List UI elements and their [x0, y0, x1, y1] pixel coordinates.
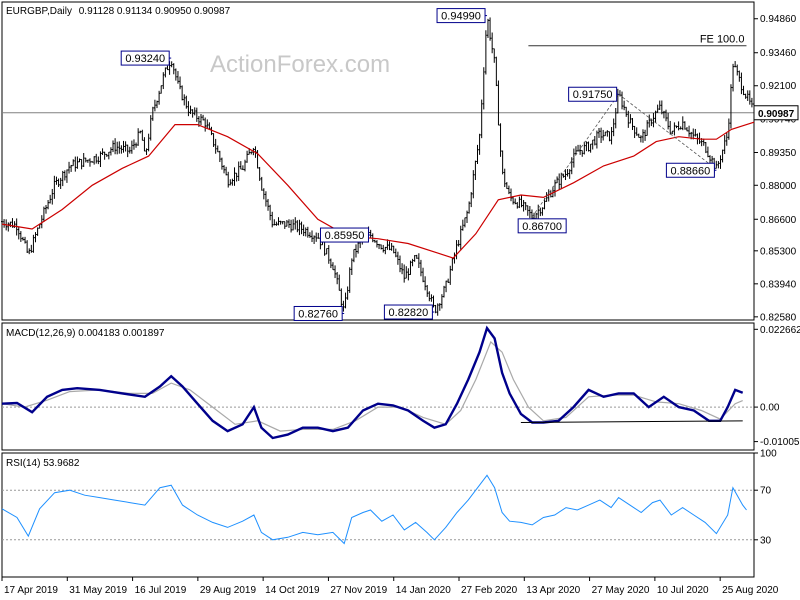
callout-box [436, 8, 486, 24]
projection-dashed-line [531, 94, 619, 218]
callout-label: 0.82820 [389, 307, 429, 319]
axis-layer: 0.948600.934600.921000.907400.893500.880… [1, 14, 800, 596]
x-tick-label: 29 Aug 2019 [200, 585, 257, 596]
price-y-tick-label: 0.92100 [760, 81, 797, 92]
x-tick-label: 17 Apr 2019 [4, 585, 58, 596]
x-tick-label: 14 Jan 2020 [396, 585, 451, 596]
price-y-tick-label: 0.89350 [760, 148, 797, 159]
price-y-tick-label: 0.93460 [760, 48, 797, 59]
macd-title: MACD(12,26,9) 0.004183 0.001897 [6, 328, 165, 339]
price-y-tick-label: 0.94860 [760, 14, 797, 25]
callout-box [568, 86, 618, 102]
x-tick-label: 13 Apr 2020 [526, 585, 580, 596]
sma-line [1, 121, 755, 259]
callout-label: 0.88660 [671, 165, 711, 177]
price-y-tick-label: 0.83940 [760, 279, 797, 290]
callout-box [383, 304, 433, 320]
price-layer: FE 100.0 0.93240 0.94990 0.91750 0.85950 0.82… [1, 8, 755, 321]
x-tick-label: 31 May 2019 [69, 585, 127, 596]
callout-label: 0.85950 [325, 230, 365, 242]
macd-signal-line [1, 340, 743, 432]
price-y-tick-label: 0.82580 [760, 312, 797, 323]
symbol-label: EURGBP,Daily [6, 6, 72, 17]
macd-panel [1, 322, 755, 451]
rsi-line [1, 474, 747, 545]
watermark: ActionForex.com [210, 51, 390, 78]
macd-layer [1, 325, 754, 440]
rsi-panel [1, 452, 755, 578]
rsi-title: RSI(14) 53.9682 [6, 458, 80, 469]
x-tick-label: 27 Nov 2019 [330, 585, 387, 596]
macd-line [1, 325, 744, 440]
callout-label: 0.82760 [298, 308, 338, 320]
callout-box [665, 162, 715, 178]
rsi-y-tick-label: 70 [760, 486, 772, 497]
rsi-y-tick-label: 100 [760, 449, 777, 460]
macd-y-tick-label: -0.010052 [760, 437, 800, 448]
macd-y-tick-label: 0.022662 [760, 325, 800, 336]
price-y-tick-label: 0.88000 [760, 181, 797, 192]
callout-box [120, 50, 170, 66]
callout-label: 0.86700 [522, 221, 562, 233]
callout-label: 0.93240 [125, 53, 165, 65]
x-tick-label: 27 Feb 2020 [461, 585, 518, 596]
price-panel [1, 1, 755, 321]
x-tick-label: 25 Aug 2020 [722, 585, 779, 596]
ohlc-readout: 0.91128 0.91134 0.90950 0.90987 [79, 6, 231, 17]
x-tick-label: 16 Jul 2019 [135, 585, 187, 596]
current-price-label: 0.90987 [758, 109, 795, 120]
projection-dashed-line [618, 93, 717, 170]
callout-box [293, 305, 343, 321]
current-price-marker [753, 105, 799, 121]
price-y-tick-label: 0.85300 [760, 246, 797, 257]
macd-y-tick-label: 0.00 [760, 403, 780, 414]
callout-box [319, 227, 369, 243]
x-tick-label: 10 Jul 2020 [657, 585, 709, 596]
x-tick-label: 27 May 2020 [592, 585, 650, 596]
x-tick-label: 14 Oct 2019 [265, 585, 320, 596]
price-title: EURGBP,Daily 0.91128 0.91134 0.90950 0.9… [6, 6, 231, 17]
rsi-layer [1, 474, 754, 545]
callout-box [517, 218, 567, 234]
callout-label: 0.91750 [573, 89, 613, 101]
rsi-y-tick-label: 30 [760, 535, 772, 546]
callout-label: 0.94990 [441, 11, 481, 23]
price-y-tick-label: 0.86600 [760, 215, 797, 226]
fe-100-label: FE 100.0 [700, 34, 745, 46]
macd-support-line [520, 420, 743, 424]
